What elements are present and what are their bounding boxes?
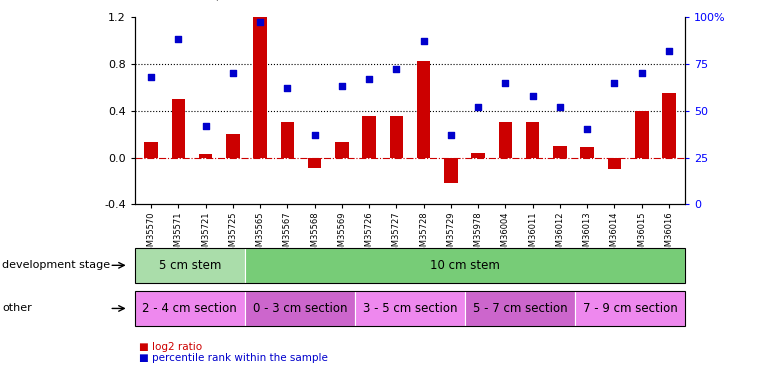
Bar xyxy=(553,146,567,158)
Point xyxy=(254,20,266,26)
Point xyxy=(445,132,457,138)
Point xyxy=(281,85,293,91)
Bar xyxy=(144,142,158,158)
Point xyxy=(472,104,484,110)
Text: 10 cm stem: 10 cm stem xyxy=(430,259,500,272)
Bar xyxy=(335,142,349,158)
Bar xyxy=(499,122,512,158)
Bar xyxy=(471,153,485,158)
Bar xyxy=(581,147,594,158)
Text: other: other xyxy=(2,303,32,313)
Point xyxy=(581,126,594,132)
Point xyxy=(226,70,239,76)
Point xyxy=(635,70,648,76)
Point xyxy=(527,93,539,99)
Bar xyxy=(363,117,376,158)
Text: GDS2895 / 3785: GDS2895 / 3785 xyxy=(150,0,259,2)
Point xyxy=(390,66,403,72)
Bar xyxy=(253,17,267,158)
Text: 0 - 3 cm section: 0 - 3 cm section xyxy=(253,302,347,315)
Bar xyxy=(635,111,648,158)
Text: development stage: development stage xyxy=(2,260,110,270)
Text: 3 - 5 cm section: 3 - 5 cm section xyxy=(363,302,457,315)
Bar xyxy=(390,117,403,158)
Bar xyxy=(172,99,185,158)
Text: 5 cm stem: 5 cm stem xyxy=(159,259,221,272)
Bar xyxy=(199,154,213,158)
Text: 7 - 9 cm section: 7 - 9 cm section xyxy=(583,302,678,315)
Point xyxy=(554,104,566,110)
Bar xyxy=(444,158,457,183)
Point xyxy=(199,123,212,129)
Bar xyxy=(417,62,430,158)
Point xyxy=(417,38,430,44)
Text: 2 - 4 cm section: 2 - 4 cm section xyxy=(142,302,237,315)
Bar xyxy=(308,158,321,168)
Bar xyxy=(526,122,540,158)
Point xyxy=(499,80,511,86)
Text: ■ percentile rank within the sample: ■ percentile rank within the sample xyxy=(139,353,327,363)
Bar xyxy=(280,122,294,158)
Point xyxy=(145,74,157,80)
Text: ■ log2 ratio: ■ log2 ratio xyxy=(139,342,202,352)
Bar xyxy=(662,93,676,158)
Point xyxy=(608,80,621,86)
Point xyxy=(363,76,375,82)
Point xyxy=(172,36,185,42)
Bar xyxy=(608,158,621,169)
Bar xyxy=(226,134,239,158)
Point xyxy=(336,83,348,89)
Point xyxy=(309,132,321,138)
Point xyxy=(663,48,675,54)
Text: 5 - 7 cm section: 5 - 7 cm section xyxy=(473,302,567,315)
